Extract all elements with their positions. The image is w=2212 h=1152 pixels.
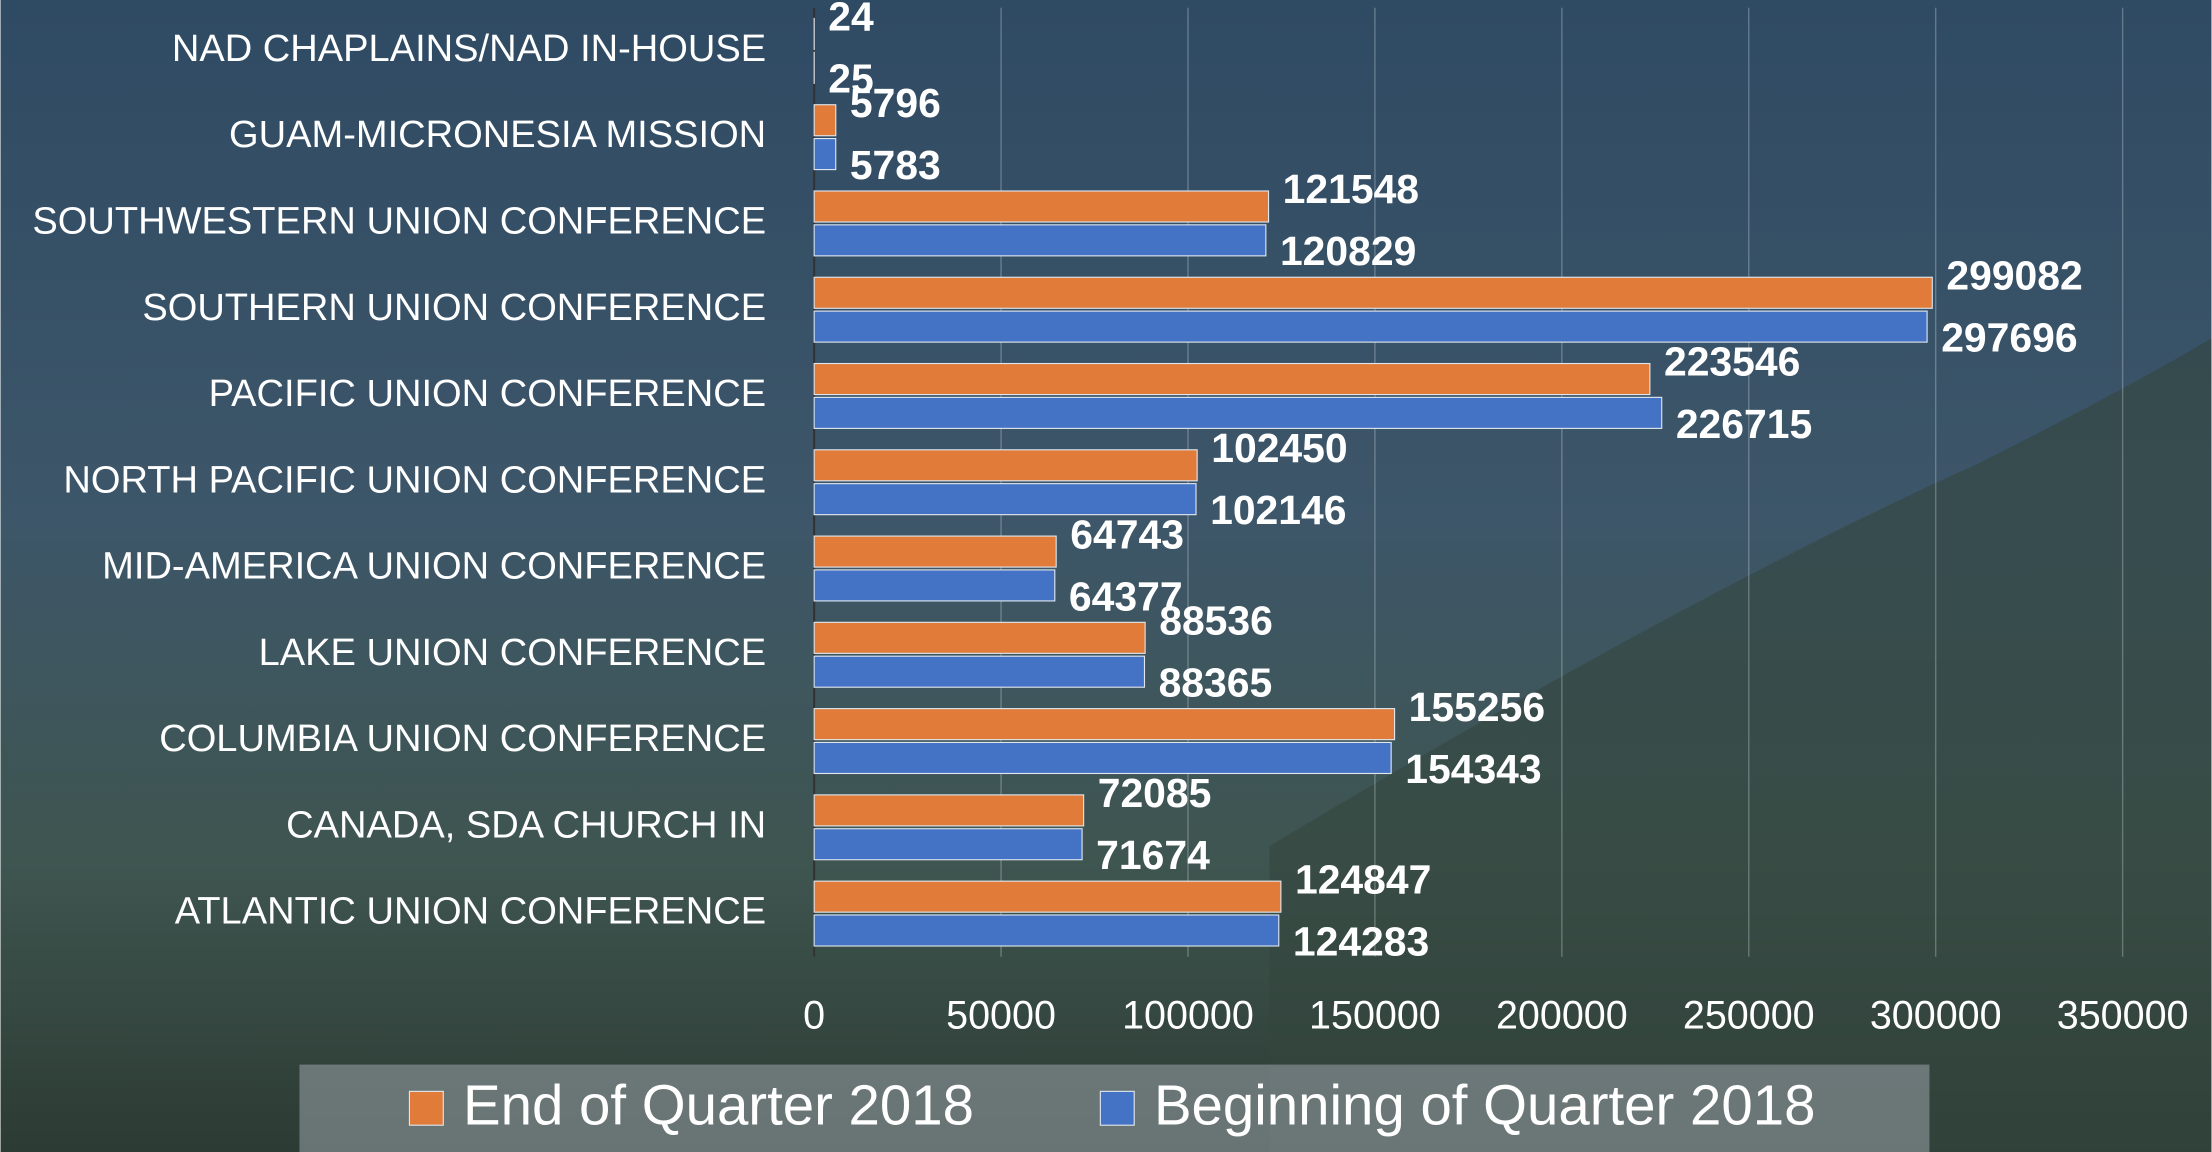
value-label: 5783	[850, 142, 941, 188]
bar	[813, 535, 1057, 568]
value-label: 102450	[1211, 425, 1347, 471]
value-label: 71674	[1096, 832, 1210, 878]
legend-swatch	[408, 1090, 444, 1126]
bar	[813, 655, 1146, 688]
bar	[813, 449, 1198, 482]
background-hill	[1269, 338, 2212, 1152]
bar	[813, 483, 1197, 516]
x-tick-label: 100000	[1122, 993, 1254, 1037]
value-label: 223546	[1664, 339, 1800, 385]
value-label: 64743	[1070, 511, 1184, 557]
bar	[813, 224, 1267, 257]
value-label: 5796	[850, 80, 941, 126]
y-tick-label: ATLANTIC UNION CONFERENCE	[175, 891, 766, 933]
y-tick-label: LAKE UNION CONFERENCE	[259, 632, 767, 674]
legend-swatch	[1099, 1090, 1135, 1126]
y-tick-label: NORTH PACIFIC UNION CONFERENCE	[63, 459, 766, 501]
y-tick-label: CANADA, SDA CHURCH IN	[286, 804, 766, 846]
bar	[813, 396, 1663, 429]
value-label: 72085	[1098, 770, 1212, 816]
value-label: 124847	[1295, 856, 1431, 902]
bar	[813, 190, 1270, 223]
bar	[813, 138, 837, 171]
bar	[813, 362, 1651, 396]
value-label: 299082	[1946, 252, 2082, 298]
y-tick-label: MID-AMERICA UNION CONFERENCE	[102, 546, 766, 588]
bar	[813, 276, 1933, 309]
value-label: 102146	[1210, 487, 1346, 533]
value-label: 24	[828, 0, 874, 40]
bar	[813, 708, 1396, 741]
y-tick-label: SOUTHERN UNION CONFERENCE	[142, 287, 766, 329]
bar	[813, 741, 1392, 775]
x-tick-label: 250000	[1683, 993, 1815, 1037]
x-tick-label: 300000	[1870, 993, 2002, 1037]
y-tick-label: PACIFIC UNION CONFERENCE	[209, 373, 767, 415]
bar	[813, 880, 1282, 913]
bar	[813, 828, 1083, 861]
bar	[813, 621, 1146, 654]
value-label: 155256	[1409, 684, 1545, 730]
bar	[813, 914, 1280, 947]
x-tick-label: 50000	[946, 993, 1056, 1037]
bar	[813, 569, 1056, 602]
x-tick-label: 200000	[1496, 993, 1628, 1037]
legend-label: End of Quarter 2018	[463, 1074, 974, 1137]
value-label: 154343	[1405, 746, 1541, 792]
value-label: 226715	[1676, 401, 1812, 447]
x-tick-label: 0	[803, 993, 825, 1037]
bar	[813, 794, 1085, 827]
y-tick-label: SOUTHWESTERN UNION CONFERENCE	[32, 200, 766, 242]
x-tick-label: 350000	[2057, 993, 2189, 1037]
legend-label: Beginning of Quarter 2018	[1154, 1074, 1816, 1137]
value-label: 64377	[1069, 573, 1183, 619]
value-label: 121548	[1283, 166, 1419, 212]
value-label: 88536	[1159, 598, 1273, 644]
bar	[813, 104, 837, 137]
y-tick-label: GUAM-MICRONESIA MISSION	[229, 114, 766, 156]
value-label: 297696	[1941, 315, 2077, 361]
bar	[813, 310, 1928, 343]
value-label: 124283	[1293, 918, 1429, 964]
value-label: 120829	[1280, 228, 1416, 274]
y-tick-label: NAD CHAPLAINS/NAD IN-HOUSE	[172, 28, 766, 70]
x-tick-label: 150000	[1309, 993, 1441, 1037]
value-label: 88365	[1159, 660, 1273, 706]
value-label: 25	[828, 56, 873, 102]
y-tick-label: COLUMBIA UNION CONFERENCE	[159, 718, 766, 760]
